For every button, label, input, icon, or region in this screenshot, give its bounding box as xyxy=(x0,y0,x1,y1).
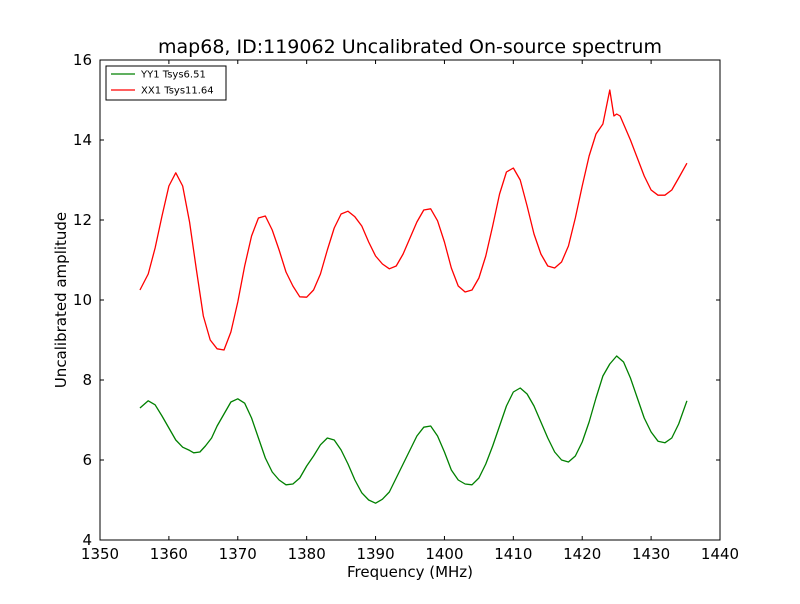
x-tick-label: 1380 xyxy=(288,545,326,563)
y-tick-label: 14 xyxy=(73,131,92,149)
y-tick-label: 10 xyxy=(73,291,92,309)
axis-ticks: 1350 1360 1370 1380 1390 1400 1410 1420 1430 1440… xyxy=(73,51,739,563)
y-tick-label: 12 xyxy=(73,211,92,229)
x-tick-label: 1360 xyxy=(150,545,188,563)
x-axis-label: Frequency (MHz) xyxy=(347,563,473,581)
x-tick-label: 1370 xyxy=(219,545,257,563)
y-tick-label: 6 xyxy=(82,451,92,469)
y-tick-label: 16 xyxy=(73,51,92,69)
plot-area-frame xyxy=(99,59,721,541)
x-tick-label: 1440 xyxy=(701,545,739,563)
x-tick-label: 1400 xyxy=(425,545,463,563)
y-tick-label: 4 xyxy=(82,531,92,549)
legend-label-xx1: XX1 Tsys11.64 xyxy=(141,86,214,97)
legend-box xyxy=(105,65,227,101)
y-tick-label: 8 xyxy=(82,371,92,389)
y-axis-label: Uncalibrated amplitude xyxy=(52,212,70,388)
x-tick-label: 1420 xyxy=(563,545,601,563)
legend: YY1 Tsys6.51 XX1 Tsys11.64 xyxy=(105,65,227,101)
legend-label-yy1: YY1 Tsys6.51 xyxy=(140,70,206,81)
x-tick-label: 1350 xyxy=(81,545,119,563)
x-tick-label: 1390 xyxy=(356,545,394,563)
x-tick-label: 1410 xyxy=(494,545,532,563)
plot-content xyxy=(139,89,688,504)
chart-title: map68, ID:119062 Uncalibrated On-source … xyxy=(158,36,662,58)
series-line-yy1 xyxy=(139,355,688,504)
x-tick-label: 1430 xyxy=(632,545,670,563)
series-line-xx1 xyxy=(139,89,688,351)
